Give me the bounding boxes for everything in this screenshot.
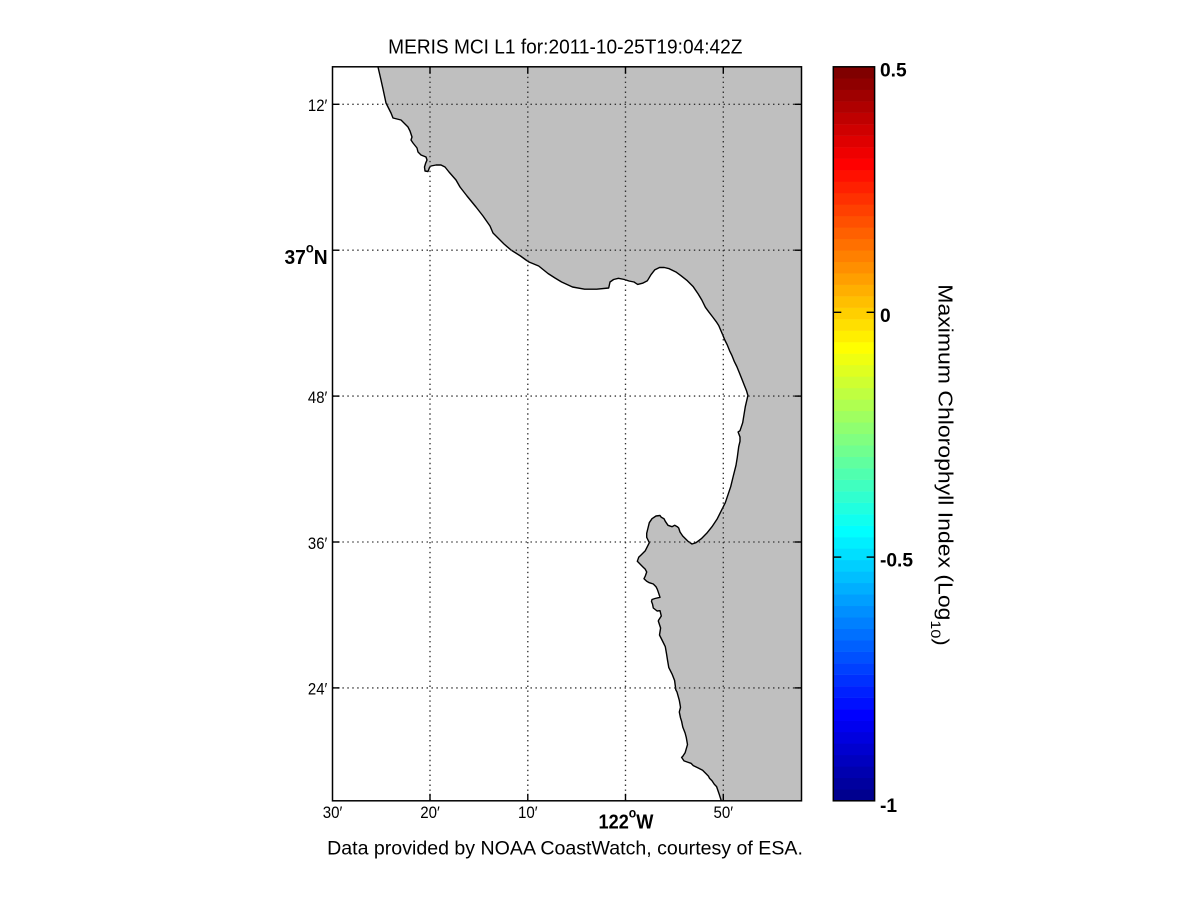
svg-text:-1: -1 xyxy=(880,796,897,817)
svg-text:36′: 36′ xyxy=(308,535,327,553)
svg-text:MERIS MCI L1 for:2011-10-25T19: MERIS MCI L1 for:2011-10-25T19:04:42Z xyxy=(388,36,742,58)
svg-text:-0.5: -0.5 xyxy=(880,550,913,571)
svg-text:50′: 50′ xyxy=(713,804,733,822)
svg-text:30′: 30′ xyxy=(323,804,343,822)
svg-text:10′: 10′ xyxy=(518,804,538,822)
svg-text:20′: 20′ xyxy=(420,804,440,822)
svg-text:12′: 12′ xyxy=(308,98,327,116)
svg-text:24′: 24′ xyxy=(308,681,327,699)
svg-text:0.5: 0.5 xyxy=(880,60,907,81)
svg-text:48′: 48′ xyxy=(308,389,327,407)
svg-text:Data provided by NOAA CoastWat: Data provided by NOAA CoastWatch, courte… xyxy=(327,839,803,860)
svg-text:0: 0 xyxy=(880,306,891,327)
